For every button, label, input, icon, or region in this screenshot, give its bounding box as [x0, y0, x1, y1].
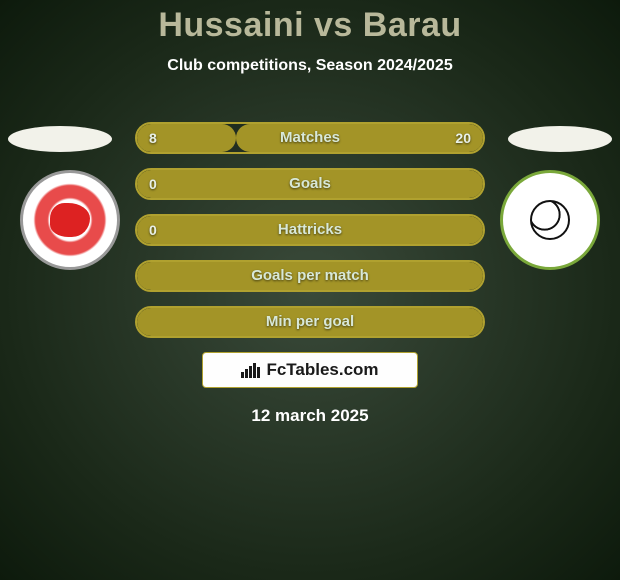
- brand-text: FcTables.com: [266, 360, 378, 380]
- comparison-card: Hussaini vs Barau Club competitions, Sea…: [0, 0, 620, 580]
- stat-label: Matches: [137, 124, 483, 152]
- stat-label: Hattricks: [137, 216, 483, 244]
- stat-label: Goals per match: [137, 262, 483, 290]
- player2-name-plate: [508, 126, 612, 152]
- brand-badge[interactable]: FcTables.com: [202, 352, 418, 388]
- stat-row-goals: 0Goals: [135, 168, 485, 200]
- crest-inner: [32, 182, 108, 258]
- player2-club-crest: [500, 170, 600, 270]
- bar-chart-icon: [241, 363, 260, 378]
- player1-club-crest: [20, 170, 120, 270]
- stat-label: Min per goal: [137, 308, 483, 336]
- footer-date: 12 march 2025: [135, 406, 485, 426]
- player2-name: Barau: [363, 6, 462, 44]
- stat-row-hattricks: 0Hattricks: [135, 214, 485, 246]
- stat-label: Goals: [137, 170, 483, 198]
- page-title: Hussaini vs Barau: [0, 0, 620, 45]
- stat-rows-container: 820Matches 0Goals 0Hattricks Goals per matc…: [135, 122, 485, 338]
- stat-row-matches: 820Matches: [135, 122, 485, 154]
- football-icon: [530, 200, 570, 240]
- stats-board: 820Matches 0Goals 0Hattricks Goals per matc…: [135, 122, 485, 426]
- player1-name: Hussaini: [158, 6, 304, 44]
- player1-name-plate: [8, 126, 112, 152]
- stat-row-goals-per-match: Goals per match: [135, 260, 485, 292]
- vs-separator: vs: [314, 6, 353, 44]
- subtitle: Club competitions, Season 2024/2025: [0, 57, 620, 75]
- crest-shape-icon: [50, 203, 90, 237]
- crest-inner: [512, 182, 588, 258]
- stat-row-min-per-goal: Min per goal: [135, 306, 485, 338]
